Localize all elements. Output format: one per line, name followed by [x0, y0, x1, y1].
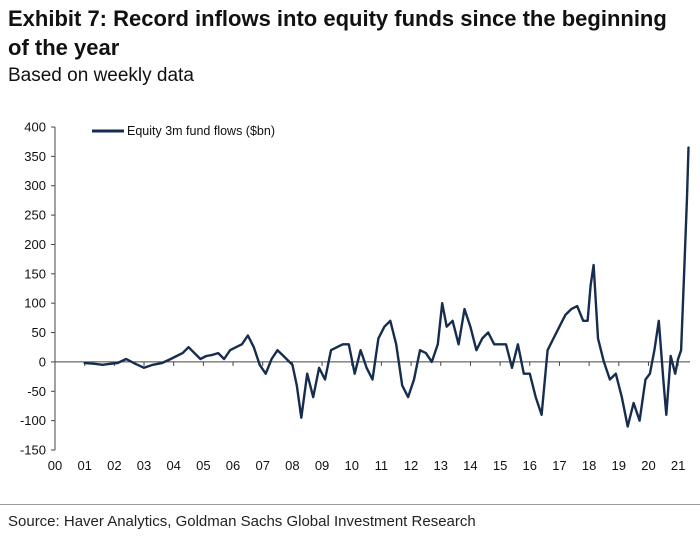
y-tick-label: 0 — [39, 354, 46, 369]
series-line-equity-3m-fund-flows — [83, 146, 690, 428]
y-tick-label: 250 — [24, 208, 46, 223]
y-tick-label: 300 — [24, 178, 46, 193]
legend: Equity 3m fund flows ($bn) — [92, 124, 275, 138]
x-tick-label: 21 — [671, 458, 685, 473]
x-tick-label: 17 — [552, 458, 566, 473]
x-tick-label: 09 — [315, 458, 329, 473]
line-chart: 400 350 300 250 200 150 100 50 0 -50 -100 -150 00 01… — [20, 120, 690, 473]
x-tick-label: 01 — [77, 458, 91, 473]
x-tick-label: 15 — [493, 458, 507, 473]
x-tick-label: 13 — [434, 458, 448, 473]
y-tick-label: 150 — [24, 266, 46, 281]
x-tick-label: 05 — [196, 458, 210, 473]
x-tick-label: 00 — [48, 458, 62, 473]
x-tick-label: 11 — [375, 458, 389, 473]
y-tick-label: -50 — [27, 384, 46, 399]
y-tick-label: 350 — [24, 149, 46, 164]
legend-label: Equity 3m fund flows ($bn) — [127, 124, 275, 138]
x-tick-labels: 00 01 02 03 04 05 06 07 08 09 10 11 12 13 14 15 16 17 18 19… — [48, 361, 685, 473]
x-tick-label: 08 — [285, 458, 299, 473]
y-tick-label: -100 — [20, 413, 46, 428]
axes — [54, 127, 690, 450]
series-group — [83, 146, 690, 428]
x-tick-label: 14 — [463, 458, 477, 473]
x-tick-label: 06 — [226, 458, 240, 473]
x-tick-label: 04 — [166, 458, 180, 473]
x-tick-label: 12 — [404, 458, 418, 473]
y-tick-labels: 400 350 300 250 200 150 100 50 0 -50 -100 -150 — [20, 120, 55, 458]
x-tick-label: 07 — [255, 458, 269, 473]
chart-title: Exhibit 7: Record inflows into equity fu… — [8, 6, 667, 60]
source-note: Source: Haver Analytics, Goldman Sachs G… — [8, 513, 476, 530]
y-tick-label: 100 — [24, 296, 46, 311]
y-tick-label: 200 — [24, 237, 46, 252]
x-tick-label: 18 — [582, 458, 596, 473]
y-tick-label: 400 — [24, 120, 46, 135]
x-tick-label: 20 — [641, 458, 655, 473]
y-tick-label: -150 — [20, 443, 46, 458]
x-tick-label: 16 — [523, 458, 537, 473]
x-tick-label: 10 — [344, 458, 358, 473]
x-tick-label: 19 — [612, 458, 626, 473]
x-tick-label: 03 — [137, 458, 151, 473]
chart-subtitle: Based on weekly data — [8, 65, 194, 86]
x-tick-label: 02 — [107, 458, 121, 473]
y-tick-label: 50 — [32, 325, 46, 340]
footer-divider — [0, 504, 700, 505]
